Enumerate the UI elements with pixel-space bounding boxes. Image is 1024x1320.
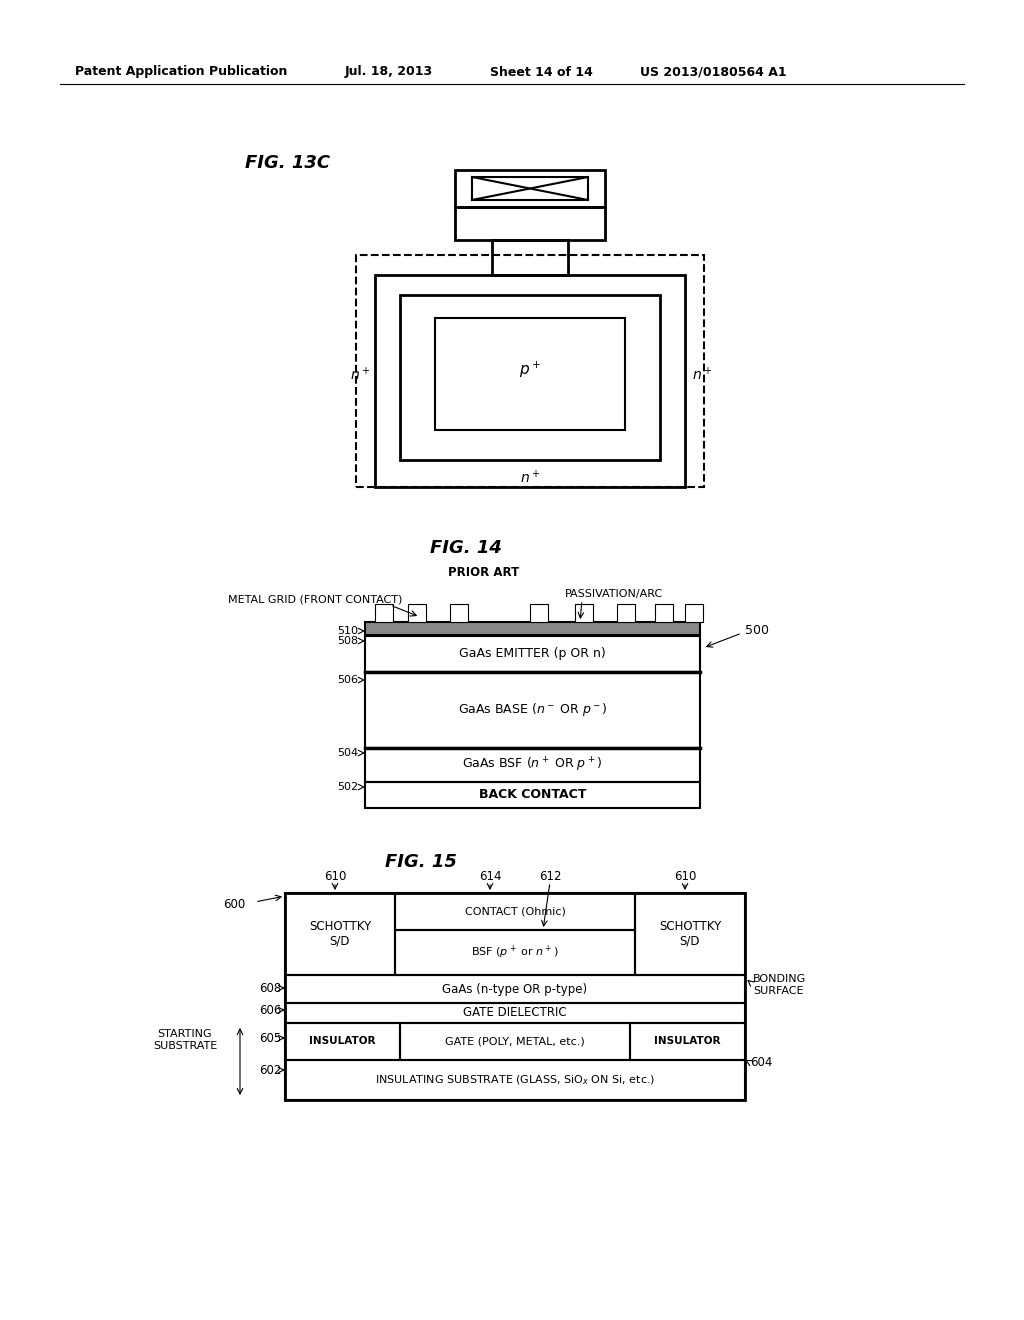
Text: FIG. 15: FIG. 15 [385,853,457,871]
Text: 510: 510 [337,626,358,636]
Bar [435,318,625,430]
Text: $p^+$: $p^+$ [519,360,541,380]
Bar [630,1023,745,1060]
Bar [365,781,700,808]
Bar [635,894,745,975]
Bar [365,622,700,635]
Text: 606: 606 [259,1003,281,1016]
Bar [365,636,700,672]
Text: $n^+$: $n^+$ [350,367,371,384]
Bar [285,1023,400,1060]
Bar [365,672,700,748]
Text: INSULATOR: INSULATOR [309,1036,376,1047]
Text: GATE DIELECTRIC: GATE DIELECTRIC [463,1006,567,1019]
Text: 612: 612 [539,870,561,883]
Bar [472,177,588,201]
Text: 504: 504 [337,748,358,758]
Text: 500: 500 [745,623,769,636]
Text: PRIOR ART: PRIOR ART [449,565,519,578]
Text: Patent Application Publication: Patent Application Publication [75,66,288,78]
Bar [375,605,393,622]
Bar [617,605,635,622]
Text: INSULATING SUBSTRATE (GLASS, SiO$_x$ ON Si, etc.): INSULATING SUBSTRATE (GLASS, SiO$_x$ ON … [375,1073,655,1086]
Text: BSF ($p^+$ or $n^+$): BSF ($p^+$ or $n^+$) [471,944,559,961]
Text: 602: 602 [259,1064,281,1077]
Text: $n^+$: $n^+$ [520,470,541,487]
Text: GaAs BSF ($n^+$ OR $p^+$): GaAs BSF ($n^+$ OR $p^+$) [462,756,603,774]
Text: PASSIVATION/ARC: PASSIVATION/ARC [565,589,664,599]
Text: 610: 610 [324,870,346,883]
Bar [655,605,673,622]
Text: 600: 600 [223,899,245,912]
Text: 608: 608 [259,982,281,994]
Text: INSULATOR: INSULATOR [654,1036,721,1047]
Text: 506: 506 [337,675,358,685]
Bar [408,605,426,622]
Bar [575,605,593,622]
Text: 610: 610 [674,870,696,883]
Text: FIG. 13C: FIG. 13C [245,154,330,172]
Bar [455,170,605,207]
Text: GaAs BASE ($n^-$ OR $p^-$): GaAs BASE ($n^-$ OR $p^-$) [458,701,607,718]
Bar [395,894,635,931]
Text: BONDING
SURFACE: BONDING SURFACE [753,974,806,995]
Text: 605: 605 [259,1031,281,1044]
Bar [285,894,745,1100]
Bar [455,207,605,240]
Bar [530,605,548,622]
Bar [375,275,685,487]
Text: 614: 614 [479,870,502,883]
Text: $n^+$: $n^+$ [692,367,712,384]
Bar [365,748,700,781]
Text: 502: 502 [337,781,358,792]
Bar [356,255,705,487]
Text: SCHOTTKY
S/D: SCHOTTKY S/D [309,920,371,948]
Bar [395,931,635,975]
Text: METAL GRID (FRONT CONTACT): METAL GRID (FRONT CONTACT) [228,595,402,605]
Bar [492,240,568,275]
Text: US 2013/0180564 A1: US 2013/0180564 A1 [640,66,786,78]
Text: CONTACT (Ohmic): CONTACT (Ohmic) [465,907,565,916]
Bar [285,894,395,975]
Text: GaAs EMITTER (p OR n): GaAs EMITTER (p OR n) [459,648,606,660]
Text: Jul. 18, 2013: Jul. 18, 2013 [345,66,433,78]
Bar [285,1060,745,1100]
Text: BACK CONTACT: BACK CONTACT [479,788,586,801]
Bar [400,294,660,459]
Bar [450,605,468,622]
Text: GATE (POLY, METAL, etc.): GATE (POLY, METAL, etc.) [445,1036,585,1047]
Bar [285,1003,745,1023]
Text: SCHOTTKY
S/D: SCHOTTKY S/D [658,920,721,948]
Text: FIG. 14: FIG. 14 [430,539,502,557]
Bar [685,605,703,622]
Text: Sheet 14 of 14: Sheet 14 of 14 [490,66,593,78]
Text: STARTING
SUBSTRATE: STARTING SUBSTRATE [153,1030,217,1051]
Text: 604: 604 [750,1056,772,1068]
Bar [285,975,745,1003]
Text: GaAs (n-type OR p-type): GaAs (n-type OR p-type) [442,982,588,995]
Bar [400,1023,630,1060]
Text: 508: 508 [337,636,358,645]
